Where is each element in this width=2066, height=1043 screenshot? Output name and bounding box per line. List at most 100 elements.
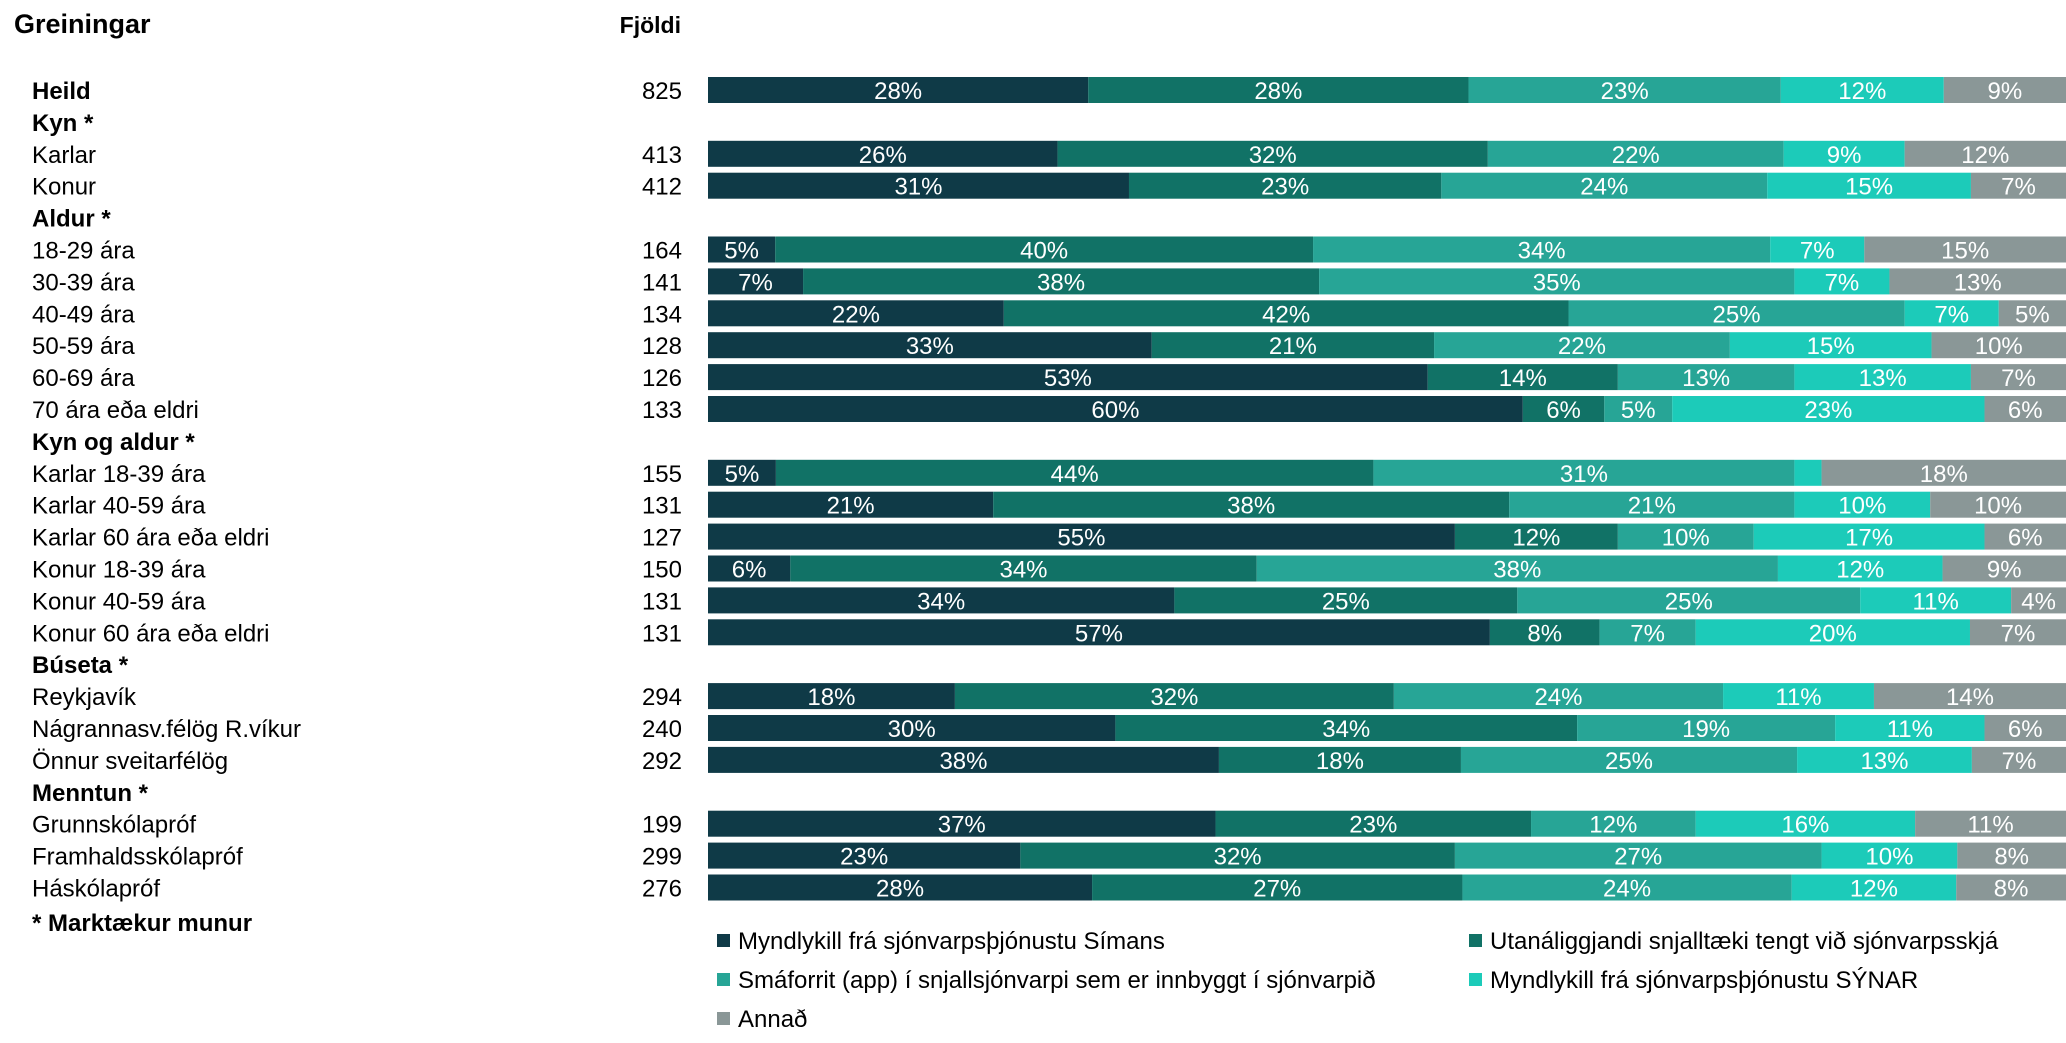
bar-segment xyxy=(1599,619,1696,646)
bar-segment xyxy=(708,236,776,263)
data-label: 10% xyxy=(1974,493,2022,520)
group-header-label: Búseta * xyxy=(32,652,129,679)
row-label: Háskólapróf xyxy=(32,876,160,903)
row-label: Heild xyxy=(32,78,91,105)
bar-row: Heild 825 28% 28% 23% 12% 9% xyxy=(32,77,2066,105)
group-header-label: Kyn og aldur * xyxy=(32,429,195,456)
row-label: Konur 18-39 ára xyxy=(32,557,206,584)
bar-segment xyxy=(1984,396,2066,422)
bar-segment xyxy=(1873,683,2066,710)
data-label: 25% xyxy=(1605,748,1653,775)
bar-segment xyxy=(1568,300,1905,327)
bar-segment xyxy=(1462,874,1792,901)
data-label: 7% xyxy=(1934,301,1969,328)
data-label: 27% xyxy=(1614,844,1662,871)
bar-segment xyxy=(790,555,1257,582)
data-label: 31% xyxy=(894,174,942,201)
row-label: Konur 60 ára eða eldri xyxy=(32,620,270,647)
significance-footnote: * Marktækur munur xyxy=(32,910,252,937)
bar-row: Grunnskólapróf 199 37% 23% 12% 16% 11% xyxy=(32,810,2066,839)
bar-segment xyxy=(1957,842,2066,869)
bar-segment xyxy=(1770,236,1865,263)
data-label: 28% xyxy=(874,78,922,105)
bar-segment xyxy=(1489,619,1600,646)
data-label: 6% xyxy=(1546,397,1581,424)
row-count: 155 xyxy=(642,461,682,488)
bar-segment xyxy=(1797,746,1972,773)
data-label: 25% xyxy=(1713,301,1761,328)
row-label: Reykjavík xyxy=(32,684,137,711)
bar-row: Nágrannasv.félög R.víkur 240 30% 34% 19% 11% 6… xyxy=(32,715,2066,743)
data-label: 22% xyxy=(1612,142,1660,169)
bar-segment xyxy=(1373,459,1795,486)
data-label: 16% xyxy=(1781,812,1829,839)
data-label: 18% xyxy=(1316,748,1364,775)
row-count: 164 xyxy=(642,238,682,265)
bar-segment xyxy=(1984,523,2066,550)
bar-segment xyxy=(708,555,791,582)
bar-segment xyxy=(1864,236,2066,263)
data-label: 12% xyxy=(1850,876,1898,903)
bar-segment xyxy=(2011,587,2066,614)
bar-row: Konur 40-59 ára 131 34% 25% 25% 11% 4% xyxy=(32,587,2066,615)
bar-row: Háskólapróf 276 28% 27% 24% 12% 8% xyxy=(32,874,2066,903)
data-label: 15% xyxy=(1941,238,1989,265)
bar-segment xyxy=(1971,746,2066,773)
legend-label: Utanáliggjandi snjalltæki tengt við sjón… xyxy=(1490,928,1999,955)
row-label: Karlar 60 ára eða eldri xyxy=(32,525,269,552)
bar-row: 18-29 ára 164 5% 40% 34% 7% 15% xyxy=(32,236,2066,265)
data-label: 38% xyxy=(1493,557,1541,584)
legend-item: Utanáliggjandi snjalltæki tengt við sjón… xyxy=(1469,928,1999,955)
data-label: 7% xyxy=(1825,269,1860,296)
data-label: 19% xyxy=(1682,716,1730,743)
data-label: 38% xyxy=(1037,269,1085,296)
bar-segment xyxy=(1454,523,1618,550)
bar-segment xyxy=(1672,396,1985,422)
data-label: 12% xyxy=(1838,78,1886,105)
bar-row: Karlar 40-59 ára 131 21% 38% 21% 10% 10% xyxy=(32,491,2066,520)
bar-row: 40-49 ára 134 22% 42% 25% 7% 5% xyxy=(32,300,2066,328)
chart-title: Greiningar xyxy=(14,9,151,39)
data-label: 23% xyxy=(1601,78,1649,105)
bar-segment xyxy=(1970,364,2066,391)
data-label: 21% xyxy=(827,493,875,520)
data-label: 15% xyxy=(1845,174,1893,201)
bar-segment xyxy=(1783,140,1905,167)
data-label: 6% xyxy=(2008,716,2043,743)
data-label: 7% xyxy=(738,269,773,296)
bar-segment xyxy=(1434,332,1730,359)
row-label: Framhaldsskólapróf xyxy=(32,844,243,871)
data-label: 7% xyxy=(2002,748,2037,775)
row-label: Karlar 40-59 ára xyxy=(32,493,206,520)
bar-segment xyxy=(708,683,955,710)
row-count: 292 xyxy=(642,748,682,775)
row-count: 825 xyxy=(642,78,682,105)
row-count: 134 xyxy=(642,301,682,328)
data-label: 32% xyxy=(1150,684,1198,711)
bar-segment xyxy=(954,683,1394,710)
bar-segment xyxy=(1729,332,1932,359)
bar-segment xyxy=(1723,683,1874,710)
bar-segment xyxy=(1904,300,1999,327)
data-label: 13% xyxy=(1954,269,2002,296)
data-label: 25% xyxy=(1322,588,1370,615)
data-label: 6% xyxy=(732,557,767,584)
bar-segment xyxy=(1057,140,1488,167)
bar-segment xyxy=(1522,396,1605,422)
data-label: 12% xyxy=(1836,557,1884,584)
legend-swatch xyxy=(717,934,730,947)
bar-segment xyxy=(1617,523,1754,550)
bar-segment xyxy=(1151,332,1435,359)
chart-rows: Heild 825 28% 28% 23% 12% 9% Kyn * Karlar 413 26% 3… xyxy=(32,77,2066,903)
bar-row: 30-39 ára 141 7% 38% 35% 7% 13% xyxy=(32,268,2066,296)
bar-row: 70 ára eða eldri 133 60% 6% 5% 23% 6% xyxy=(32,396,2066,424)
data-label: 55% xyxy=(1057,525,1105,552)
bar-row: Framhaldsskólapróf 299 23% 32% 27% 10% 8% xyxy=(32,842,2066,871)
row-label: 40-49 ára xyxy=(32,301,135,328)
data-label: 32% xyxy=(1214,844,1262,871)
data-label: 11% xyxy=(1967,812,2013,839)
bar-segment xyxy=(1860,587,2012,614)
bar-row: Karlar 60 ára eða eldri 127 55% 12% 10% 17% 6% xyxy=(32,523,2066,552)
data-label: 27% xyxy=(1253,876,1301,903)
